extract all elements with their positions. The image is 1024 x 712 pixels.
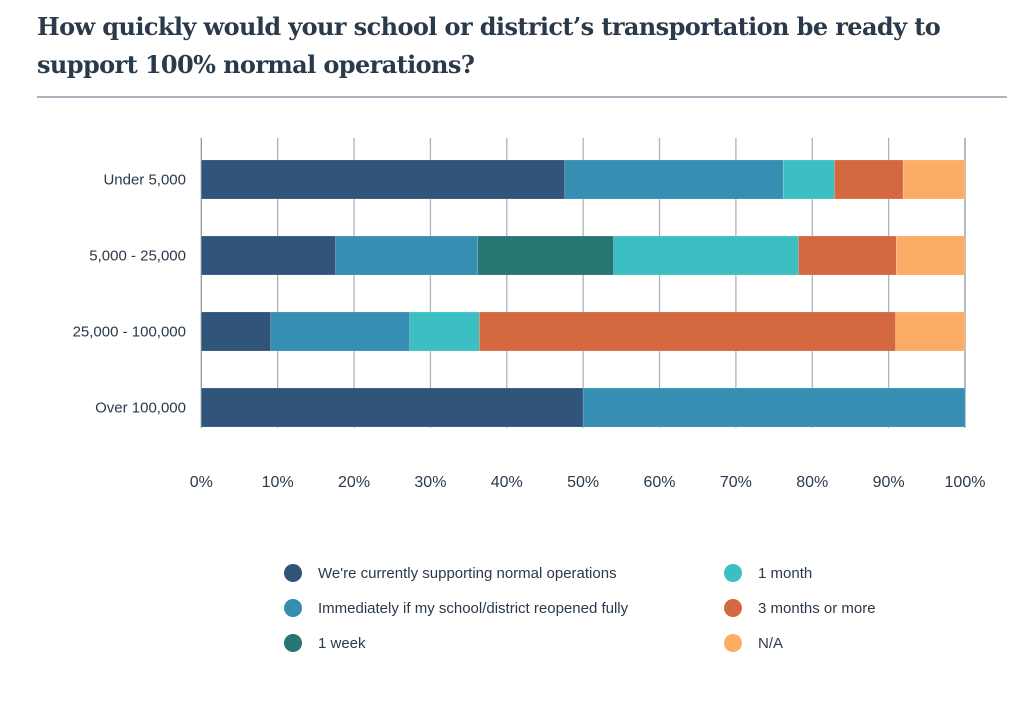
- legend-label: 3 months or more: [758, 600, 876, 617]
- bar-segment: [409, 311, 480, 352]
- bar-segment: [478, 311, 896, 352]
- x-tick-label: 0%: [190, 474, 213, 491]
- bar-segment: [895, 235, 966, 276]
- bar-segment: [902, 159, 966, 200]
- category-label: Under 5,000: [103, 172, 186, 189]
- bar-segment: [335, 235, 479, 276]
- title-divider: [37, 96, 1007, 98]
- legend-marker: [284, 564, 302, 582]
- bar-segment: [582, 387, 966, 428]
- bar-segment: [895, 311, 966, 352]
- legend-marker: [724, 599, 742, 617]
- bar-segment: [613, 235, 799, 276]
- bar-segment: [798, 235, 897, 276]
- bar-segment: [201, 235, 337, 276]
- category-label: 25,000 - 100,000: [73, 324, 186, 341]
- legend-label: 1 week: [318, 635, 366, 652]
- chart-title: How quickly would your school or distric…: [37, 12, 941, 79]
- x-tick-label: 60%: [644, 474, 676, 491]
- bar-segment: [270, 311, 411, 352]
- bar-segment: [477, 235, 614, 276]
- legend-marker: [284, 599, 302, 617]
- legend-marker: [724, 634, 742, 652]
- legend-label: 1 month: [758, 565, 812, 582]
- category-label: Over 100,000: [95, 400, 186, 417]
- bar-segment: [201, 387, 584, 428]
- x-tick-label: 30%: [414, 474, 446, 491]
- legend-label: We're currently supporting normal operat…: [318, 565, 617, 582]
- x-tick-label: 90%: [873, 474, 905, 491]
- x-tick-label: 50%: [567, 474, 599, 491]
- legend-marker: [284, 634, 302, 652]
- x-tick-label: 40%: [491, 474, 523, 491]
- x-tick-label: 20%: [338, 474, 370, 491]
- category-label: 5,000 - 25,000: [89, 248, 186, 265]
- bar-segment: [201, 159, 566, 200]
- legend-label: Immediately if my school/district reopen…: [318, 600, 629, 617]
- legend-label: N/A: [758, 635, 783, 652]
- bar-segment: [201, 311, 272, 352]
- bar-segment: [834, 159, 904, 200]
- x-tick-label: 70%: [720, 474, 752, 491]
- x-tick-label: 10%: [262, 474, 294, 491]
- legend-marker: [724, 564, 742, 582]
- x-tick-label: 80%: [796, 474, 828, 491]
- x-tick-label: 100%: [945, 474, 986, 491]
- bar-segment: [782, 159, 835, 200]
- bar-segment: [564, 159, 784, 200]
